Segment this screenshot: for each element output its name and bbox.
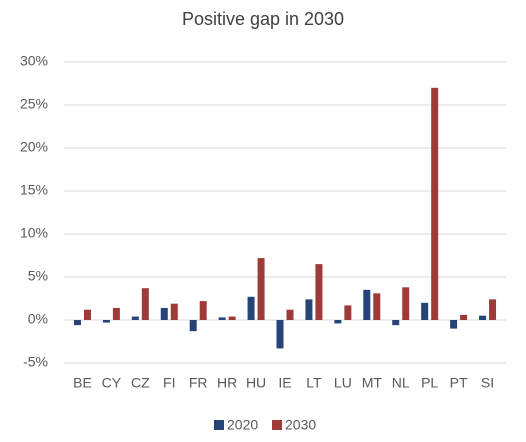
bar — [73, 320, 81, 326]
y-tick-label: 10% — [20, 225, 48, 241]
y-tick-label: 30% — [20, 53, 48, 69]
bar — [141, 288, 149, 320]
x-tick-label: PL — [421, 375, 438, 391]
y-tick-label: 15% — [20, 182, 48, 198]
x-tick-label: BE — [73, 375, 92, 391]
y-tick-label: -5% — [23, 354, 48, 370]
bar — [218, 317, 226, 320]
y-tick-label: 5% — [28, 268, 48, 284]
bar — [257, 258, 265, 320]
y-tick-label: 20% — [20, 139, 48, 155]
x-tick-label: CY — [102, 375, 122, 391]
bar — [247, 296, 255, 320]
bar — [315, 264, 323, 320]
bar — [489, 299, 497, 320]
bar — [189, 320, 197, 332]
bar — [160, 307, 168, 320]
bar — [373, 293, 381, 320]
bar — [421, 302, 429, 320]
bar — [131, 316, 139, 320]
bar — [334, 320, 342, 324]
bar — [431, 87, 439, 320]
chart-title: Positive gap in 2030 — [182, 9, 344, 29]
x-tick-label: LT — [306, 375, 322, 391]
x-tick-label: HR — [217, 375, 237, 391]
bar — [102, 320, 110, 323]
bar — [83, 309, 91, 320]
x-tick-label: LU — [334, 375, 352, 391]
x-tick-label: FI — [163, 375, 175, 391]
x-tick-label: MT — [362, 375, 383, 391]
bar — [363, 289, 371, 320]
x-tick-label: NL — [392, 375, 410, 391]
bar — [199, 301, 207, 320]
bar — [344, 305, 352, 320]
legend-label: 2030 — [285, 417, 316, 433]
y-tick-label: 0% — [28, 311, 48, 327]
x-tick-label: HU — [246, 375, 266, 391]
x-tick-label: CZ — [131, 375, 150, 391]
bar — [276, 320, 284, 349]
x-tick-label: PT — [450, 375, 468, 391]
legend-swatch — [272, 420, 282, 430]
legend-label: 2020 — [227, 417, 258, 433]
bar — [170, 303, 178, 320]
x-tick-label: SI — [481, 375, 494, 391]
x-tick-label: FR — [189, 375, 208, 391]
bar — [228, 316, 236, 320]
bar — [460, 314, 468, 320]
bar — [305, 299, 313, 320]
bar — [402, 287, 410, 320]
bar — [450, 320, 458, 329]
bar — [479, 315, 487, 320]
x-tick-label: IE — [278, 375, 291, 391]
legend-swatch — [214, 420, 224, 430]
bar — [392, 320, 400, 326]
bar — [286, 309, 294, 320]
bar — [112, 307, 120, 320]
y-tick-label: 25% — [20, 96, 48, 112]
